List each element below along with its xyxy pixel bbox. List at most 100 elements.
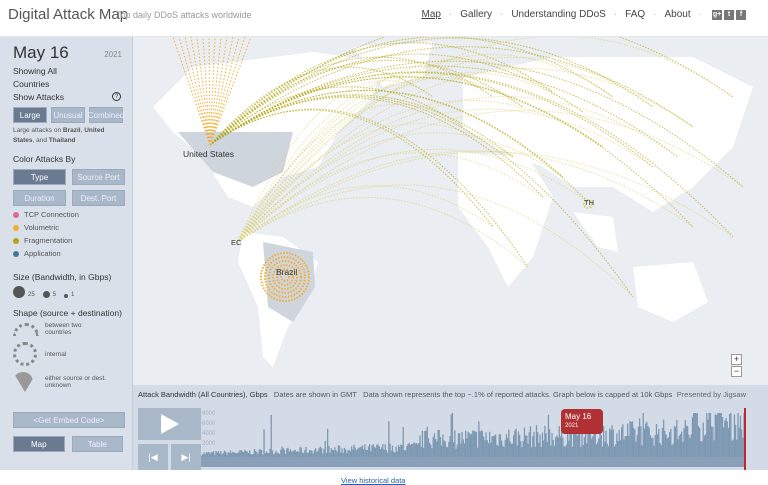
color-by-source-port[interactable]: Source Port (72, 169, 125, 185)
bandwidth-bar (521, 447, 522, 457)
attack-description: Large attacks on Brazil, United States, … (13, 126, 123, 146)
get-embed-code-button[interactable]: <Get Embed Code> (13, 412, 125, 428)
bandwidth-bar (309, 450, 310, 457)
bandwidth-bar (349, 450, 350, 457)
bandwidth-bar (668, 438, 669, 457)
bandwidth-bar (611, 425, 612, 457)
bandwidth-bar (650, 435, 651, 457)
nav-map[interactable]: Map (421, 9, 440, 20)
bandwidth-bar (286, 448, 287, 457)
bandwidth-bar (651, 438, 652, 457)
attack-map[interactable]: United States EC Brazil TH +− (133, 37, 768, 385)
bandwidth-bar (556, 436, 557, 457)
tagline: Top daily DDoS attacks worldwide (116, 10, 252, 20)
bandwidth-bar (614, 447, 615, 457)
current-date-line (744, 408, 746, 470)
bandwidth-bar (467, 432, 468, 457)
bandwidth-bar (339, 446, 340, 457)
nav-understanding-ddos[interactable]: Understanding DDoS (511, 9, 606, 20)
bandwidth-bar (281, 447, 282, 457)
bandwidth-bar (221, 454, 222, 457)
google-plus-icon[interactable]: g+ (712, 10, 722, 20)
bandwidth-bar (213, 451, 214, 457)
bandwidth-bar (287, 448, 288, 457)
bandwidth-bar (299, 447, 300, 457)
nav-gallery[interactable]: Gallery (460, 9, 492, 20)
bandwidth-bar (533, 432, 534, 457)
bandwidth-bar (727, 421, 728, 457)
attack-filter-unusual[interactable]: Unusual (51, 107, 85, 123)
bandwidth-bar (629, 421, 630, 457)
bandwidth-bar (277, 453, 278, 457)
color-by-dest-port[interactable]: Dest. Port (72, 190, 125, 206)
bandwidth-bar (369, 444, 370, 457)
next-day-button[interactable]: ▶| (171, 444, 201, 470)
bandwidth-bar (562, 438, 563, 457)
bandwidth-bar (367, 450, 368, 457)
bandwidth-bar (241, 450, 242, 457)
timeline-caption: Attack Bandwidth (All Countries), Gbps D… (138, 390, 672, 399)
attack-filter-combined[interactable]: Combined (89, 107, 123, 123)
bandwidth-bar (338, 445, 339, 457)
color-by-duration[interactable]: Duration (13, 190, 66, 206)
bandwidth-bar (313, 454, 314, 457)
bandwidth-bar (454, 430, 455, 457)
bandwidth-bar (429, 443, 430, 457)
bandwidth-bar (443, 440, 444, 457)
bandwidth-bar (358, 448, 359, 457)
bandwidth-bar (737, 413, 738, 457)
bandwidth-bar (495, 435, 496, 457)
bandwidth-bar (633, 428, 634, 457)
bandwidth-bar (422, 431, 423, 457)
bandwidth-bar (494, 435, 495, 457)
help-icon[interactable]: ? (112, 92, 121, 101)
bandwidth-bar (739, 428, 740, 457)
color-by-type[interactable]: Type (13, 169, 66, 185)
size-legend: 25 5 1 (13, 286, 123, 298)
bandwidth-bar (567, 431, 568, 457)
view-map-button[interactable]: Map (13, 436, 65, 452)
view-historical-data-link[interactable]: View historical data (341, 476, 405, 485)
bandwidth-bar (297, 451, 298, 457)
bandwidth-bar (721, 413, 722, 457)
bandwidth-bar (279, 454, 280, 457)
bandwidth-bar (471, 434, 472, 457)
previous-day-button[interactable]: |◀ (138, 444, 168, 470)
bandwidth-bar (632, 421, 633, 457)
nav-about[interactable]: About (665, 9, 691, 20)
bandwidth-bar (202, 454, 203, 457)
bandwidth-bar (706, 413, 707, 457)
shape-between: between two countries (13, 322, 123, 336)
attack-filter-large[interactable]: Large (13, 107, 47, 123)
presented-by[interactable]: Presented by Jigsaw (677, 390, 746, 399)
bandwidth-bar (652, 438, 653, 457)
bandwidth-bar (610, 430, 611, 457)
bandwidth-bar (391, 451, 392, 457)
legend-fragmentation: Fragmentation (13, 236, 123, 245)
bandwidth-bar (346, 453, 347, 457)
bandwidth-bar (256, 452, 257, 457)
legend-dot (13, 251, 19, 257)
shape-internal: internal (13, 342, 123, 366)
bandwidth-bar (238, 452, 239, 457)
bandwidth-bar (679, 436, 680, 457)
bandwidth-bar (243, 452, 244, 457)
bandwidth-bar (631, 422, 632, 457)
bandwidth-bar (296, 452, 297, 457)
site-logo[interactable]: Digital Attack Map (8, 6, 128, 23)
bandwidth-bar (511, 444, 512, 457)
legend-dot (13, 212, 19, 218)
view-table-button[interactable]: Table (72, 436, 124, 452)
zoom-in-button[interactable]: + (731, 354, 742, 365)
bandwidth-bar (503, 447, 504, 457)
facebook-icon[interactable]: f (736, 10, 746, 20)
play-button[interactable] (138, 408, 201, 440)
bandwidth-bar (524, 428, 525, 457)
bandwidth-bar (207, 452, 208, 457)
nav-faq[interactable]: FAQ (625, 9, 645, 20)
zoom-out-button[interactable]: − (731, 366, 742, 377)
twitter-icon[interactable]: t (724, 10, 734, 20)
bandwidth-bar (554, 446, 555, 457)
